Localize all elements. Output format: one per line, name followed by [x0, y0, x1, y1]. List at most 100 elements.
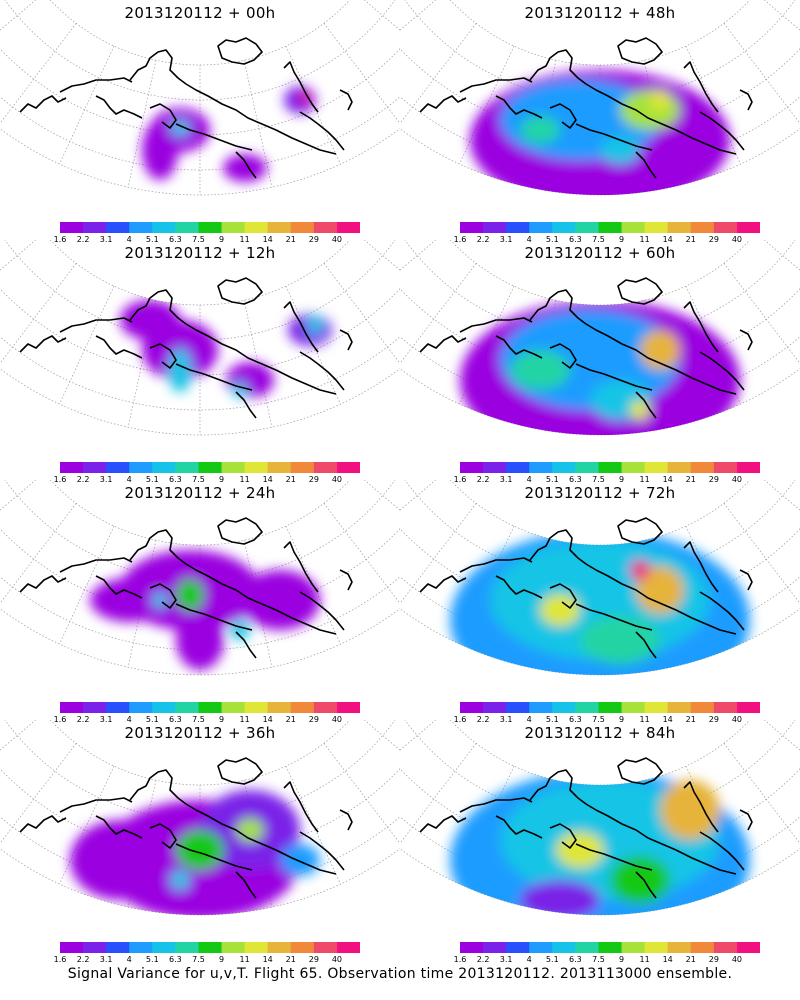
- colorbar-swatch: [221, 462, 246, 473]
- colorbar-label: 4: [126, 955, 132, 964]
- colorbar-label: 21: [685, 235, 696, 244]
- colorbar-label: 21: [285, 955, 296, 964]
- colorbar-swatch: [83, 942, 107, 953]
- colorbar-swatch: [198, 462, 223, 473]
- panel-title: 2013120112 + 84h: [524, 724, 676, 742]
- colorbar-swatch: [690, 702, 715, 713]
- colorbar-swatch: [60, 702, 84, 713]
- colorbar-swatch: [267, 942, 292, 953]
- variance-region: [240, 570, 320, 630]
- colorbar-swatch: [483, 702, 507, 713]
- colorbar-label: 40: [731, 715, 743, 724]
- colorbar-label: 5.1: [145, 475, 159, 484]
- colorbar-label: 29: [308, 715, 319, 724]
- colorbar-swatch: [598, 462, 623, 473]
- colorbar-swatch: [483, 942, 507, 953]
- colorbar: [60, 462, 360, 473]
- colorbar-swatch: [129, 702, 153, 713]
- colorbar-swatch: [83, 462, 107, 473]
- colorbar-label: 2.2: [76, 955, 90, 964]
- colorbar-swatch: [506, 942, 530, 953]
- colorbar-label: 9: [218, 955, 225, 964]
- colorbar-label: 7.5: [192, 955, 205, 964]
- variance-region: [650, 90, 670, 110]
- colorbar-swatch: [644, 702, 669, 713]
- colorbar-swatch: [690, 462, 715, 473]
- colorbar-swatch: [621, 702, 646, 713]
- colorbar-swatch: [221, 942, 246, 953]
- colorbar-swatch: [175, 942, 199, 953]
- colorbar-label: 7.5: [592, 475, 605, 484]
- colorbar-label: 14: [262, 235, 273, 244]
- variance-region: [299, 92, 311, 104]
- colorbar-swatch: [598, 702, 623, 713]
- colorbar-swatch: [152, 702, 176, 713]
- map-panel: 2013120112 + 60h 1.6 2.2 3.1 4 5.1 6.3 7.5 9 11 14…: [400, 240, 800, 484]
- colorbar-labels: 1.6 2.2 3.1 4 5.1 6.3 7.5 9 11 14 21 29 40: [454, 475, 760, 485]
- colorbar-label: 11: [239, 955, 250, 964]
- variance-region: [620, 90, 680, 130]
- variance-region: [176, 579, 204, 611]
- colorbar-label: 4: [526, 235, 532, 244]
- colorbar-label: 9: [618, 955, 625, 964]
- colorbar-swatch: [106, 222, 130, 233]
- variance-region: [176, 610, 224, 670]
- colorbar-labels: 1.6 2.2 3.1 4 5.1 6.3 7.5 9 11 14 21 29 40: [54, 955, 360, 965]
- colorbar-swatch: [506, 222, 530, 233]
- colorbar-swatch: [598, 942, 623, 953]
- colorbar-label: 4: [526, 715, 532, 724]
- colorbar-swatch: [175, 702, 199, 713]
- colorbar-swatch: [198, 942, 223, 953]
- colorbar-label: 21: [285, 235, 296, 244]
- variance-region: [510, 350, 570, 390]
- colorbar-label: 11: [639, 715, 650, 724]
- colorbar-labels: 1.6 2.2 3.1 4 5.1 6.3 7.5 9 11 14 21 29 40: [54, 715, 360, 725]
- variance-region: [520, 880, 600, 916]
- map-panel: 2013120112 + 00h 1.6 2.2 3.1 4 5.1 6.3 7.5 9 11 14…: [0, 0, 400, 244]
- colorbar-label: 2.2: [76, 475, 90, 484]
- colorbar-label: 40: [731, 475, 743, 484]
- colorbar-label: 9: [618, 475, 625, 484]
- colorbar-swatch: [460, 702, 484, 713]
- panel-title: 2013120112 + 60h: [524, 244, 676, 262]
- colorbar-swatch: [529, 942, 553, 953]
- colorbar-swatch: [552, 942, 576, 953]
- colorbar-label: 6.3: [169, 475, 182, 484]
- figure-caption: Signal Variance for u,v,T. Flight 65. Ob…: [67, 966, 733, 982]
- colorbar-swatch: [713, 942, 738, 953]
- colorbar-label: 2.2: [76, 235, 90, 244]
- colorbar-swatch: [175, 222, 199, 233]
- colorbar-label: 7.5: [592, 955, 605, 964]
- colorbar-label: 9: [218, 715, 225, 724]
- colorbar-swatch: [129, 462, 153, 473]
- colorbar-label: 21: [285, 715, 296, 724]
- colorbar-label: 11: [239, 475, 250, 484]
- colorbar-label: 5.1: [145, 715, 159, 724]
- colorbar-swatch: [244, 942, 269, 953]
- colorbar-swatch: [736, 222, 760, 233]
- colorbar-label: 5.1: [145, 235, 159, 244]
- variance-region: [660, 780, 720, 840]
- colorbar-label: 2.2: [476, 475, 490, 484]
- graticule: [0, 0, 400, 196]
- colorbar-label: 40: [731, 955, 743, 964]
- colorbar-label: 6.3: [569, 475, 582, 484]
- colorbar-swatch: [575, 462, 599, 473]
- colorbar-label: 21: [685, 475, 696, 484]
- colorbar-swatch: [529, 222, 553, 233]
- colorbar-swatch: [667, 222, 692, 233]
- colorbar-swatch: [529, 462, 553, 473]
- colorbar-swatch: [60, 942, 84, 953]
- colorbar-label: 11: [239, 715, 250, 724]
- colorbar-label: 3.1: [99, 475, 113, 484]
- colorbar-label: 29: [708, 715, 719, 724]
- colorbar-label: 7.5: [192, 235, 205, 244]
- variance-region: [610, 856, 670, 904]
- colorbar-swatch: [336, 702, 360, 713]
- colorbar-label: 14: [262, 715, 273, 724]
- variance-region: [170, 870, 190, 890]
- coastlines: [419, 757, 753, 899]
- colorbar-label: 2.2: [76, 715, 90, 724]
- coastlines: [19, 277, 353, 419]
- colorbar-label: 7.5: [592, 235, 605, 244]
